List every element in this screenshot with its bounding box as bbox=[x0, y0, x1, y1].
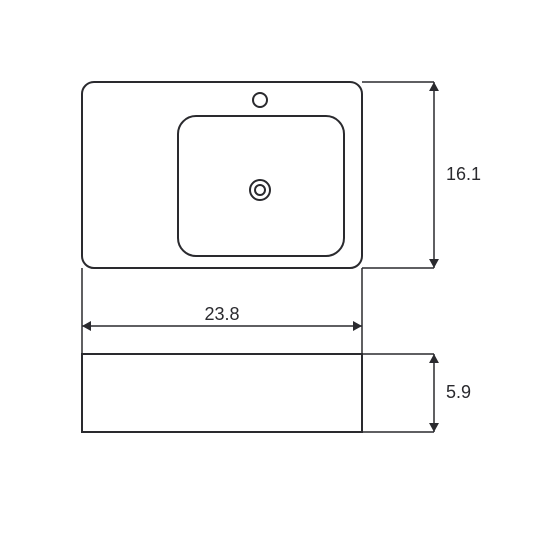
dimensioned-drawing: 16.1 23.8 5.9 bbox=[0, 0, 550, 550]
faucet-hole bbox=[253, 93, 267, 107]
side-view-outline bbox=[82, 354, 362, 432]
dim-label-width: 23.8 bbox=[204, 304, 239, 324]
top-view-outline bbox=[82, 82, 362, 268]
drain-inner bbox=[255, 185, 265, 195]
dim-label-height: 16.1 bbox=[446, 164, 481, 184]
drain-outer bbox=[250, 180, 270, 200]
dim-label-depth: 5.9 bbox=[446, 382, 471, 402]
